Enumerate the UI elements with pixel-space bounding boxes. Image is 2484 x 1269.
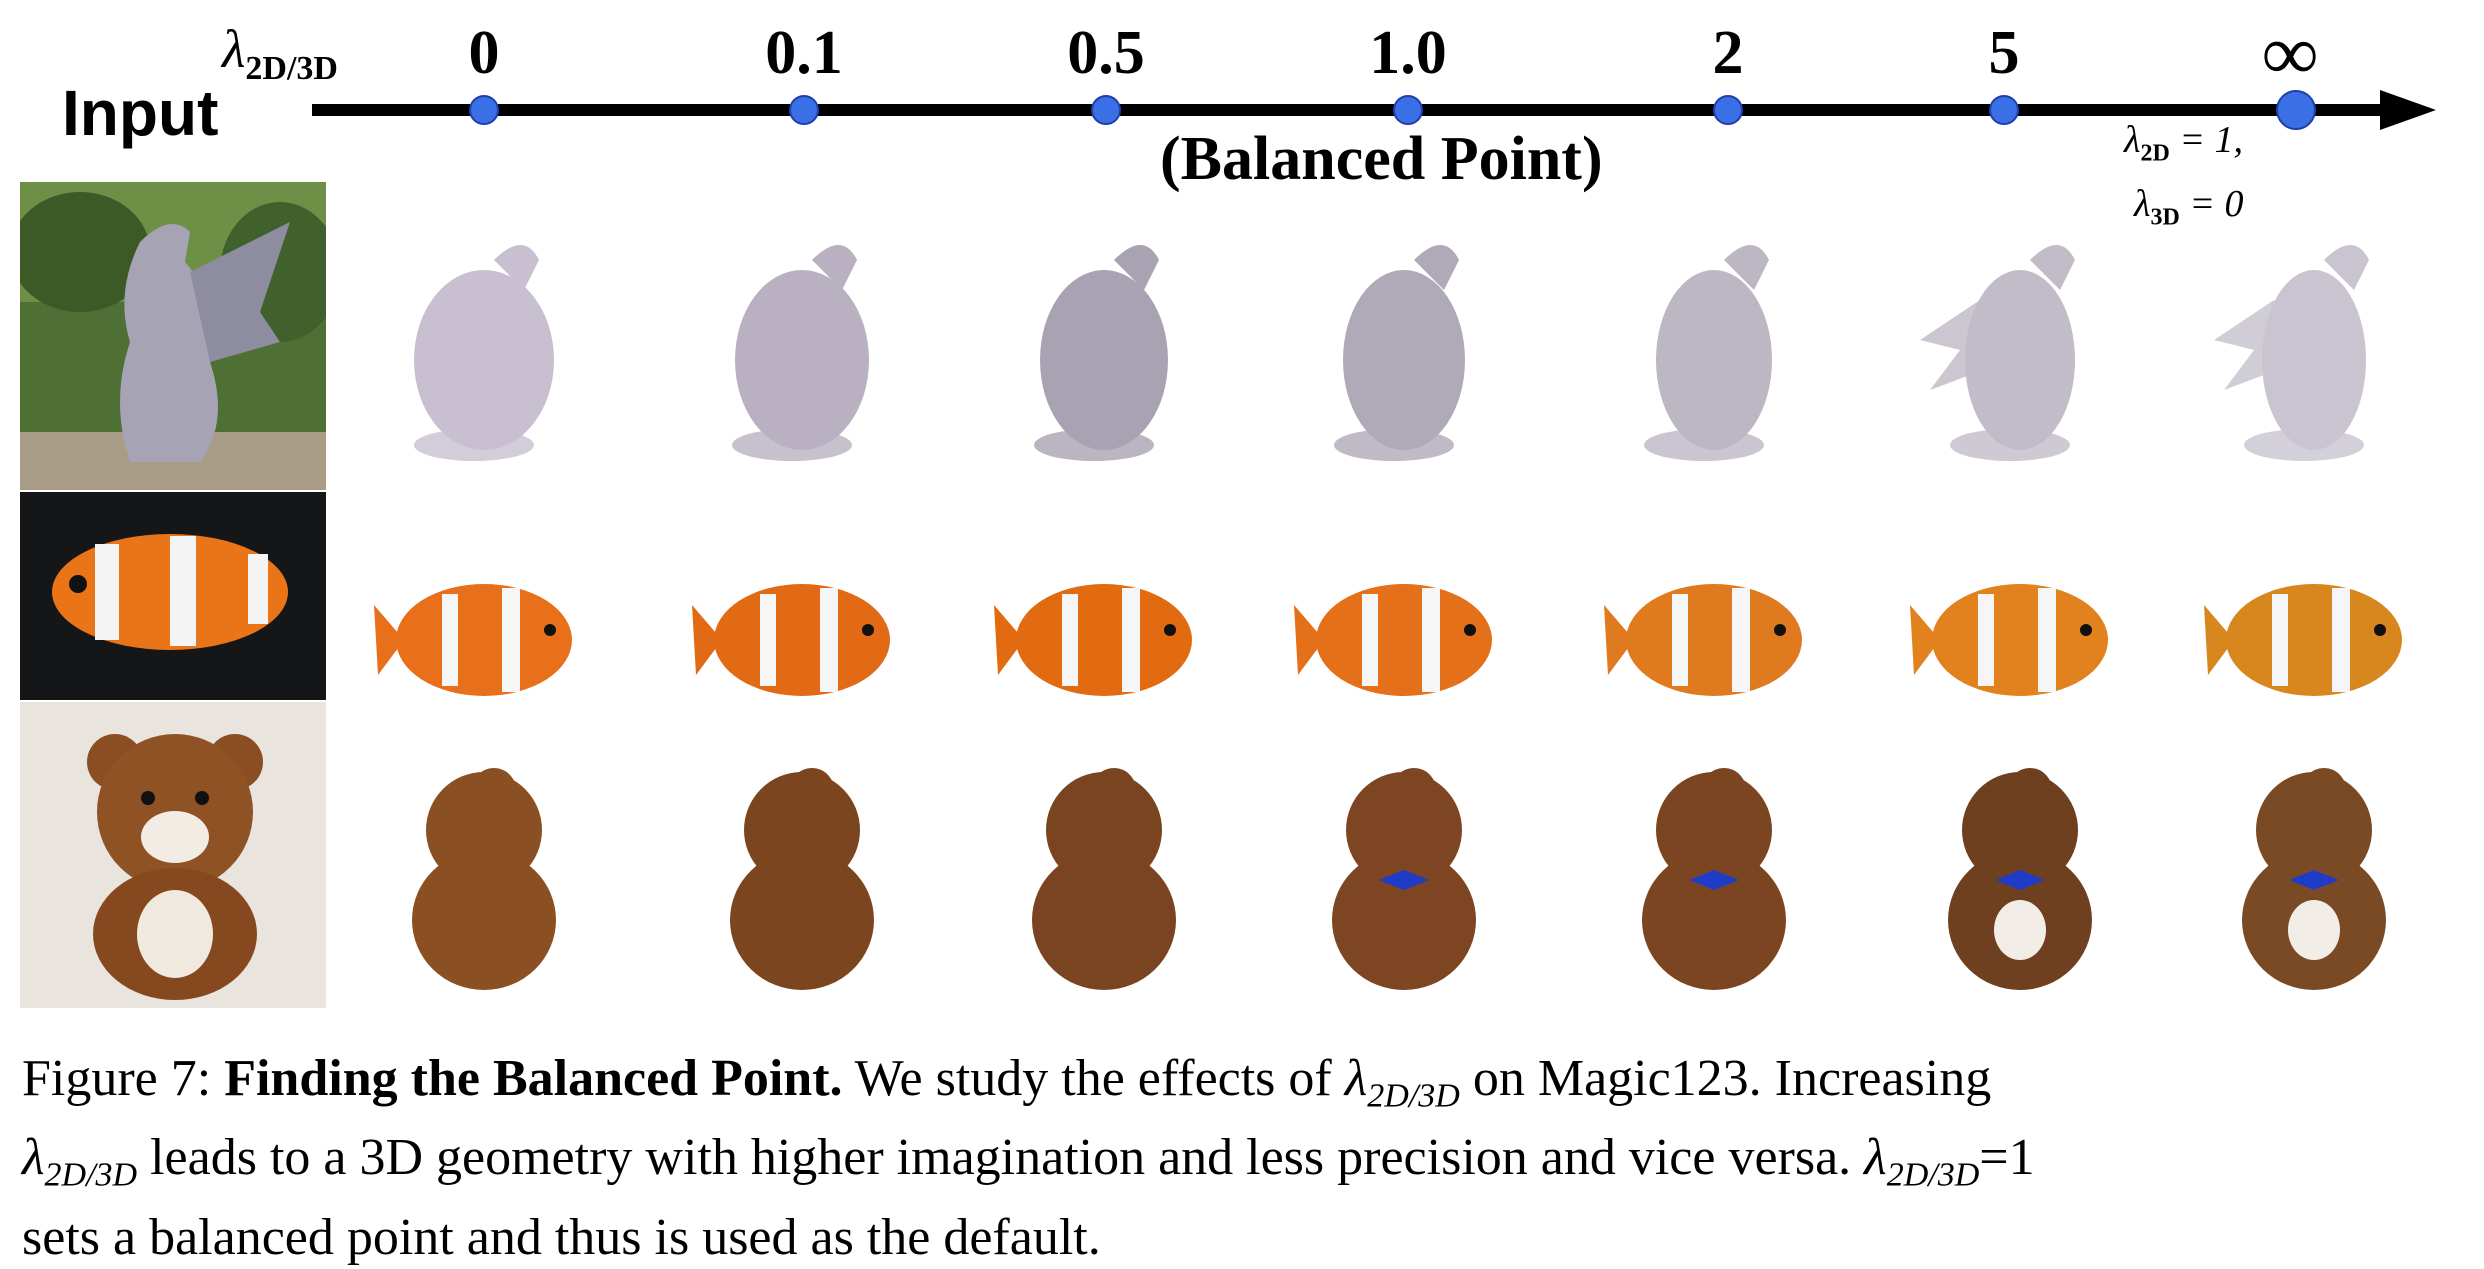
rendering-dragon-lambda-2 [1594,190,1834,480]
rendering-teddy-bear-lambda-5 [1900,720,2140,1010]
rendering-clownfish-lambda-1.0 [1284,490,1524,780]
input-image-clownfish [20,492,326,700]
rendering-teddy-bear-lambda-0 [364,720,604,1010]
input-image-dragon [20,182,326,490]
tick-label-0.1: 0.1 [765,19,843,87]
rendering-dragon-lambda-0.1 [682,190,922,480]
rendering-teddy-bear-lambda-∞ [2194,720,2434,1010]
tick-label-infinity: ∞ [2262,9,2318,96]
tick-label-2: 2 [1712,19,1744,87]
caption-line-2: λ2D/3D leads to a 3D geometry with highe… [22,1129,2035,1194]
rendering-teddy-bear-lambda-0.5 [984,720,1224,1010]
rendering-clownfish-lambda-∞ [2194,490,2434,780]
rendering-clownfish-lambda-2 [1594,490,1834,780]
tick-label-1.0: 1.0 [1369,19,1447,87]
axis-arrowhead [2380,90,2436,130]
caption-line-1: Figure 7: Finding the Balanced Point. We… [22,1050,1992,1115]
rendering-dragon-lambda-∞ [2194,190,2434,480]
lambda-axis [312,90,2436,130]
tick-label-0: 0 [468,19,500,87]
rendering-dragon-lambda-5 [1900,190,2140,480]
tick-label-0.5: 0.5 [1067,19,1145,87]
axis-marker-2 [1713,95,1743,125]
balanced-point-label: (Balanced Point) [1160,125,1603,193]
caption-title: Finding the Balanced Point. [224,1050,843,1107]
rendering-clownfish-lambda-0.1 [682,490,922,780]
rendering-dragon-lambda-0.5 [984,190,1224,480]
figure-caption: Figure 7: Finding the Balanced Point. We… [22,1048,2472,1269]
input-column-label: Input [62,77,219,149]
input-image-teddy-bear [20,702,326,1008]
rendering-clownfish-lambda-5 [1900,490,2140,780]
rendering-teddy-bear-lambda-1.0 [1284,720,1524,1010]
rendering-dragon-lambda-1.0 [1284,190,1524,480]
axis-marker-5 [1989,95,2019,125]
caption-line-3: sets a balanced point and thus is used a… [22,1208,1101,1266]
lambda-axis-label: λ2D/3D [222,19,338,87]
axis-marker-0.1 [789,95,819,125]
rendering-teddy-bear-lambda-0.1 [682,720,922,1010]
axis-marker-0 [469,95,499,125]
infinity-note-line2: λ3D = 0 [2134,183,2244,231]
axis-marker-0.5 [1091,95,1121,125]
tick-label-5: 5 [1988,19,2020,87]
rendering-clownfish-lambda-0.5 [984,490,1224,780]
axis-marker-∞ [2276,90,2316,130]
infinity-note-line1: λ2D = 1, [2124,119,2243,167]
rendering-clownfish-lambda-0 [364,490,604,780]
rendering-teddy-bear-lambda-2 [1594,720,1834,1010]
rendering-dragon-lambda-0 [364,190,604,480]
axis-marker-1.0 [1393,95,1423,125]
